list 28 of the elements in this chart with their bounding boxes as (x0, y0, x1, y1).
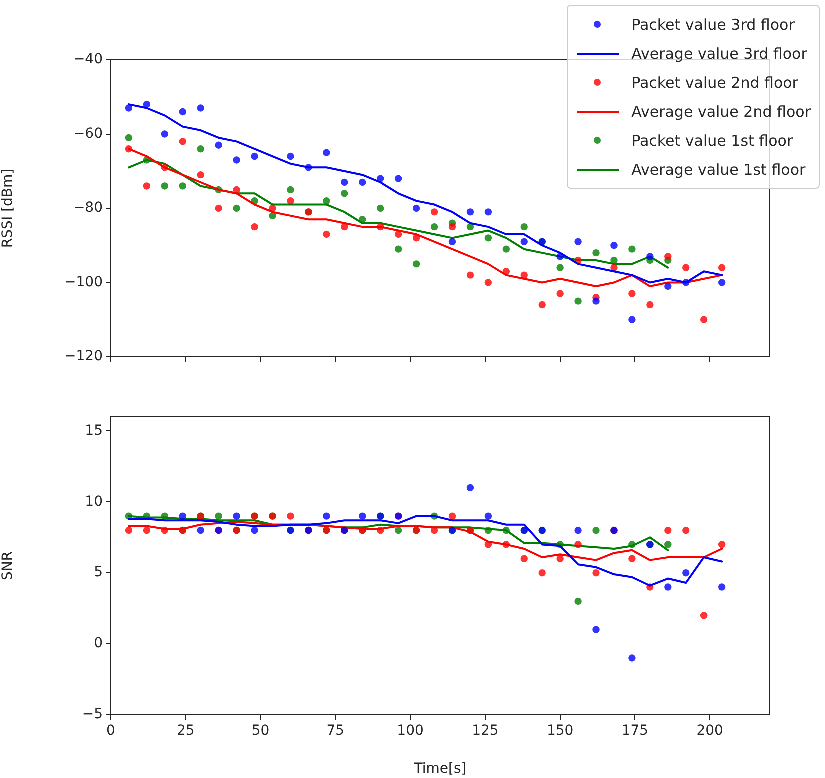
y-tick-label: −120 (64, 348, 103, 365)
y-tick-label: 15 (85, 422, 103, 439)
y-tick-label: −60 (73, 126, 103, 142)
legend-label: Packet value 1st floor (632, 132, 794, 150)
y-tick-label: 5 (94, 564, 103, 581)
legend-label: Average value 3rd floor (632, 44, 808, 62)
x-tick-label: 125 (472, 723, 499, 740)
y-tick-label: −80 (73, 200, 103, 216)
y-tick-label: −40 (73, 52, 103, 68)
y-axis-title: SNR (0, 551, 16, 581)
x-tick-label: 50 (252, 723, 270, 740)
y-tick-label: 0 (94, 636, 103, 652)
x-tick-label: 100 (397, 723, 424, 740)
y-tick-label: 10 (85, 494, 103, 510)
x-tick-label: 175 (622, 723, 649, 740)
y-tick-label: −5 (82, 706, 103, 723)
legend-label: Packet value 3rd floor (632, 16, 795, 34)
legend-label: Average value 2nd floor (632, 102, 811, 120)
legend-label: Packet value 2nd floor (632, 74, 798, 92)
x-axis-title: Time[s] (413, 761, 467, 778)
x-tick-label: 75 (326, 723, 345, 740)
x-tick-label: 25 (176, 723, 195, 740)
x-tick-label: 200 (696, 723, 724, 740)
legend-label: Average value 1st floor (632, 160, 806, 178)
x-tick-label: 0 (106, 723, 116, 740)
x-tick-label: 150 (546, 723, 574, 740)
y-tick-label: −100 (64, 274, 103, 290)
y-axis-title: RSSI [dBm] (0, 168, 16, 248)
